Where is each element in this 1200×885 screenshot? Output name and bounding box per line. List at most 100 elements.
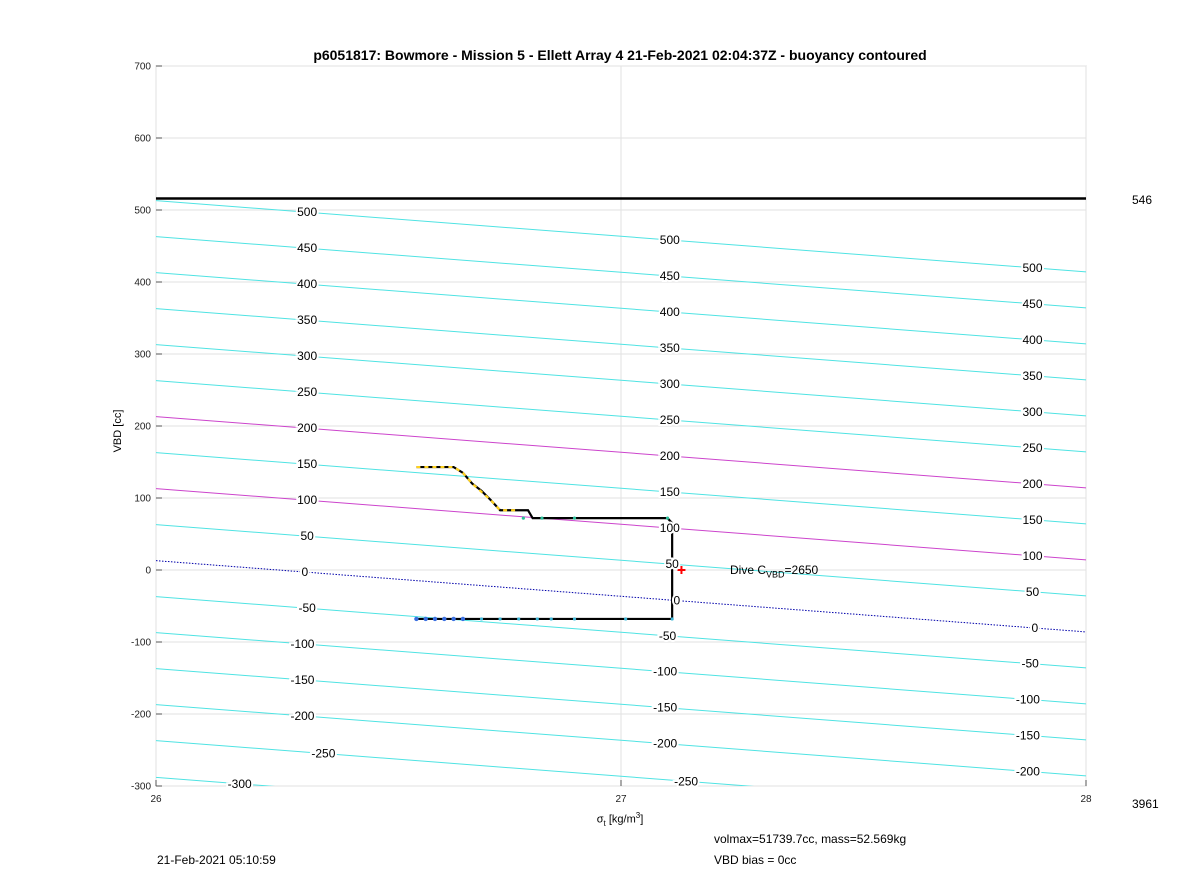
- contour-label: 150: [1023, 513, 1043, 527]
- contour-label: 200: [660, 449, 680, 463]
- dive-point: [460, 616, 466, 622]
- dive-point: [670, 617, 674, 621]
- dive-point: [479, 617, 484, 621]
- x-tick-label: 26: [150, 794, 162, 805]
- contour-line: [156, 236, 1086, 309]
- x-tick-label: 28: [1080, 794, 1092, 805]
- contour-label: 500: [1023, 261, 1043, 275]
- dive-point: [535, 617, 539, 621]
- contour-label: 200: [297, 421, 317, 435]
- contour-label: 250: [297, 385, 317, 399]
- grid-lines: [155, 65, 1087, 787]
- x-tick-label: 27: [615, 794, 627, 805]
- dive-cvbd-marker: [677, 566, 686, 574]
- dive-point: [414, 616, 419, 622]
- contour-line: [156, 200, 1086, 273]
- y-tick-label: 100: [134, 494, 151, 505]
- contour-label: 250: [660, 413, 680, 427]
- contour-label: -100: [1016, 692, 1040, 706]
- y-tick-label: -100: [131, 638, 151, 649]
- dive-label-sub: VBD: [766, 569, 785, 580]
- contour-line: [156, 344, 1086, 417]
- dive-point: [442, 616, 447, 622]
- contour-label: 300: [660, 377, 680, 391]
- plot-timestamp: 21-Feb-2021 05:10:59: [157, 853, 276, 867]
- contour-label: 100: [1023, 549, 1043, 563]
- contour-line: [156, 416, 1086, 489]
- y-tick-label: -300: [131, 782, 151, 793]
- contour-label: 350: [297, 313, 317, 327]
- dive-cvbd-label: Dive CVBD=2650: [730, 563, 818, 579]
- contour-label: 50: [665, 557, 679, 571]
- contour-label: 150: [660, 485, 680, 499]
- dive-point: [498, 617, 502, 621]
- contour-line: [156, 308, 1086, 381]
- contour-label: -300: [228, 777, 252, 791]
- contour-label: 400: [1023, 333, 1043, 347]
- contour-label: 0: [301, 565, 308, 579]
- contour-line: [156, 488, 1086, 561]
- x-axis-subscript: t: [603, 818, 606, 828]
- dive-point: [432, 616, 438, 622]
- axis-ticks: -300 -200 -100 0 100 200 300 400 500 600 700 26 27 28: [131, 62, 1092, 806]
- y-tick-label: 700: [134, 62, 151, 73]
- volmax-mass-info: volmax=51739.7cc, mass=52.569kg: [714, 832, 907, 846]
- climb-point: [572, 516, 577, 520]
- contour-line: [156, 704, 1086, 777]
- contour-label: 300: [1023, 405, 1043, 419]
- contour-line: [156, 596, 1086, 669]
- chart-title: p6051817: Bowmore - Mission 5 - Ellett A…: [313, 47, 927, 63]
- contour-line: [156, 632, 1086, 705]
- contour-label: 300: [297, 349, 317, 363]
- x-axis-label: σt [kg/m3]: [560, 811, 680, 828]
- contour-label: 450: [660, 269, 680, 283]
- dive-label-suffix: =2650: [784, 563, 819, 577]
- climb-point: [540, 516, 544, 520]
- y-tick-label: 200: [134, 422, 151, 433]
- contour-label: 400: [297, 277, 317, 291]
- contour-label: 500: [297, 205, 317, 219]
- x-axis-symbol: σ: [596, 813, 604, 826]
- dive-label-prefix: Dive C: [730, 563, 767, 577]
- contour-label: 50: [300, 529, 314, 543]
- contour-label: -50: [1022, 657, 1040, 671]
- contour-label: 200: [1023, 477, 1043, 491]
- vbd-bias-info: VBD bias = 0cc: [714, 853, 797, 867]
- climb-point: [521, 516, 525, 520]
- contour-line: [156, 740, 755, 786]
- dive-point: [624, 617, 628, 621]
- contour-label: -100: [290, 637, 314, 651]
- contour-label: 100: [297, 493, 317, 507]
- y-tick-label: 500: [134, 206, 151, 217]
- contour-line: [156, 524, 1086, 597]
- contour-lines: [156, 200, 1086, 786]
- y-tick-label: -200: [131, 710, 151, 721]
- dive-point: [451, 616, 456, 622]
- x-axis-unit-end: ]: [640, 813, 644, 826]
- contour-label: 450: [297, 241, 317, 255]
- x-axis-unit: [kg/m: [605, 813, 636, 826]
- y-tick-label: 600: [134, 134, 151, 145]
- contour-label: -100: [653, 665, 677, 679]
- contour-label: 500: [660, 233, 680, 247]
- contour-label: -150: [653, 701, 677, 715]
- y-axis-label: VBD [cc]: [112, 409, 124, 453]
- contour-label: -50: [298, 601, 316, 615]
- contour-line: [156, 380, 1086, 453]
- contour-label: 100: [660, 521, 680, 535]
- dive-point: [517, 617, 521, 621]
- contour-label: 150: [297, 457, 317, 471]
- contour-label: 400: [660, 305, 680, 319]
- contour-line: [156, 668, 1086, 741]
- y-tick-label: 400: [134, 278, 151, 289]
- right-label-bottom: 3961: [1132, 797, 1159, 811]
- y-tick-label: 300: [134, 350, 151, 361]
- contour-line: [156, 272, 1086, 345]
- contour-label: -50: [659, 629, 677, 643]
- contour-label: -200: [653, 737, 677, 751]
- contour-label: 450: [1023, 297, 1043, 311]
- contour-label: -250: [311, 746, 335, 760]
- x-axis-superscript: 3: [635, 811, 641, 820]
- contour-label: -150: [1016, 728, 1040, 742]
